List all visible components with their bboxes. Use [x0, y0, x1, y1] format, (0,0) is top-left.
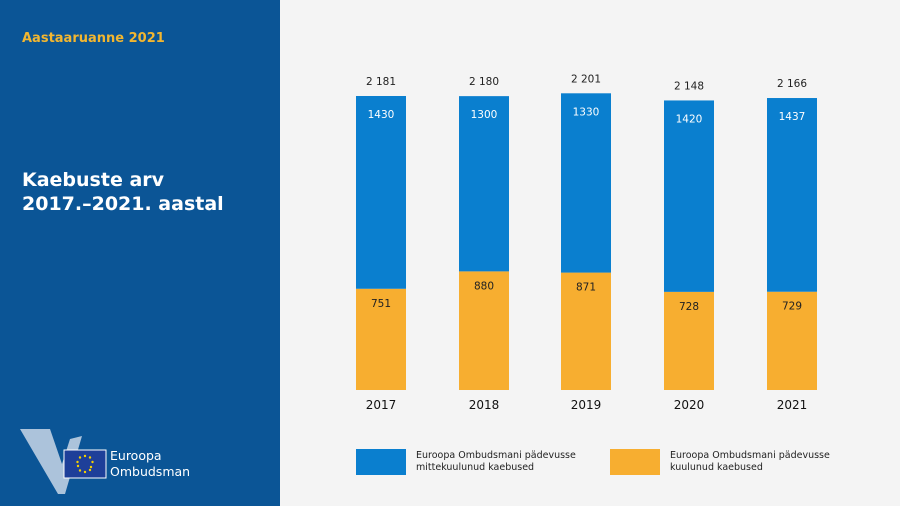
data-label-inside: 729 — [782, 301, 802, 313]
total-label: 2 201 — [571, 73, 601, 85]
data-label-outside: 1437 — [779, 111, 806, 123]
eu-stars-icon — [76, 454, 94, 474]
data-label-inside: 880 — [474, 280, 494, 292]
x-tick-label: 2020 — [674, 398, 705, 412]
bar-outside — [664, 100, 714, 292]
legend-line: Euroopa Ombudsmani pädevusse — [416, 450, 576, 461]
bar-inside — [459, 271, 509, 390]
data-label-outside: 1300 — [471, 109, 498, 121]
report-label: Aastaaruanne 2021 — [22, 31, 165, 46]
total-label: 2 166 — [777, 78, 807, 90]
logo-line: Ombudsman — [110, 464, 191, 479]
data-label-inside: 751 — [371, 298, 391, 310]
stacked-bar-chart: 751 1430 2 181 2017 880 1300 2 180 2018 871 1330 2… — [356, 73, 817, 412]
x-tick-label: 2017 — [366, 398, 397, 412]
total-label: 2 181 — [366, 76, 396, 88]
bar-inside — [767, 291, 817, 390]
data-label-inside: 728 — [679, 301, 699, 313]
bar-inside — [356, 288, 406, 390]
bar-outside — [459, 96, 509, 272]
bar-outside — [561, 93, 611, 273]
logo-text: Euroopa Ombudsman — [110, 448, 190, 480]
bar-outside — [767, 98, 817, 292]
legend-label-inside: Euroopa Ombudsmani pädevusse kuulunud kae… — [670, 450, 830, 474]
data-label-outside: 1430 — [368, 109, 395, 121]
legend-swatch-inside — [610, 449, 660, 475]
legend-line: Euroopa Ombudsmani pädevusse — [670, 450, 830, 461]
x-tick-label: 2021 — [777, 398, 808, 412]
data-label-outside: 1330 — [573, 106, 600, 118]
side-panel: Aastaaruanne 2021 Kaebuste arv 2017.–2021… — [0, 0, 280, 506]
total-label: 2 148 — [674, 80, 704, 92]
legend-line: kuulunud kaebused — [670, 462, 763, 473]
bar-outside — [356, 96, 406, 289]
page-title: Kaebuste arv 2017.–2021. aastal — [22, 168, 262, 216]
bar-inside — [561, 272, 611, 390]
data-label-outside: 1420 — [676, 113, 703, 125]
logo-line: Euroopa — [110, 448, 162, 463]
ombudsman-logo — [20, 429, 107, 494]
x-tick-label: 2019 — [571, 398, 602, 412]
data-label-inside: 871 — [576, 282, 596, 294]
legend-line: mittekuulunud kaebused — [416, 462, 535, 473]
legend-label-outside: Euroopa Ombudsmani pädevusse mittekuulunu… — [416, 450, 576, 474]
x-tick-label: 2018 — [469, 398, 500, 412]
legend-swatch-outside — [356, 449, 406, 475]
total-label: 2 180 — [469, 76, 499, 88]
title-line: Kaebuste arv — [22, 169, 165, 191]
bar-inside — [664, 291, 714, 390]
title-line: 2017.–2021. aastal — [22, 193, 224, 215]
